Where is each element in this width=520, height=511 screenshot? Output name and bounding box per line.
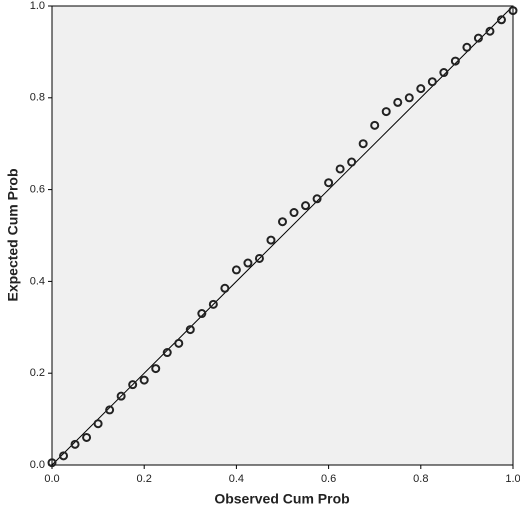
point xyxy=(393,97,403,107)
point xyxy=(473,33,483,43)
point xyxy=(47,458,57,468)
point xyxy=(116,391,126,401)
point xyxy=(105,405,115,415)
x-tick-label: 0.8 xyxy=(413,473,428,485)
y-tick-label: 0.0 xyxy=(30,459,45,471)
point xyxy=(324,178,334,188)
y-tick-label: 0.2 xyxy=(30,367,45,379)
point xyxy=(289,208,299,218)
point xyxy=(312,194,322,204)
point xyxy=(439,68,449,78)
point xyxy=(335,164,345,174)
x-tick-label: 0.6 xyxy=(321,473,336,485)
point xyxy=(404,93,414,103)
x-tick-label: 0.0 xyxy=(44,473,59,485)
point xyxy=(185,325,195,335)
point xyxy=(128,380,138,390)
point xyxy=(139,375,149,385)
point xyxy=(381,107,391,117)
point xyxy=(208,299,218,309)
y-tick-label: 0.6 xyxy=(30,184,45,196)
point xyxy=(82,432,92,442)
point xyxy=(243,258,253,268)
x-tick-label: 0.4 xyxy=(229,473,244,485)
point xyxy=(231,265,241,275)
point xyxy=(278,217,287,227)
point xyxy=(508,6,518,16)
point xyxy=(450,56,460,66)
point xyxy=(151,364,161,374)
point xyxy=(358,139,368,149)
point xyxy=(496,15,506,25)
y-axis-label: Expected Cum Prob xyxy=(5,168,21,301)
x-axis-label: Observed Cum Prob xyxy=(214,491,349,507)
point xyxy=(70,439,80,449)
point xyxy=(485,26,495,36)
point xyxy=(59,451,69,461)
y-tick-label: 1.0 xyxy=(30,0,45,12)
x-tick-label: 1.0 xyxy=(505,473,520,485)
point xyxy=(254,253,264,263)
x-tick-label: 0.2 xyxy=(137,473,152,485)
y-tick-label: 0.8 xyxy=(30,92,45,104)
point xyxy=(174,338,184,348)
point xyxy=(301,201,311,211)
y-tick-label: 0.4 xyxy=(30,275,45,287)
point xyxy=(347,157,357,167)
point xyxy=(197,309,207,319)
point xyxy=(220,283,230,293)
point xyxy=(162,348,172,358)
point xyxy=(427,77,437,87)
point xyxy=(93,419,103,429)
point xyxy=(462,42,472,52)
point xyxy=(416,84,426,94)
point xyxy=(266,235,276,245)
point xyxy=(370,120,380,130)
